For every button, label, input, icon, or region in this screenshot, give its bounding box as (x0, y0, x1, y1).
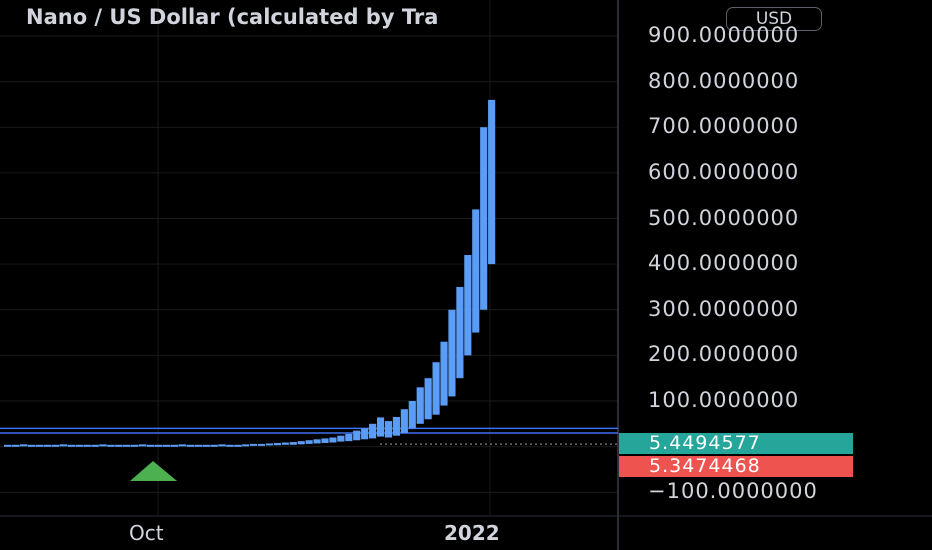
y-tick-label: 200.0000000 (648, 342, 800, 367)
candle-bar (329, 437, 337, 443)
candle-bar (218, 444, 226, 447)
candle-bar (234, 444, 242, 447)
candle-bar (432, 362, 440, 415)
candle-bar (186, 444, 195, 447)
candle-bar (273, 442, 281, 446)
candle-bar (43, 444, 52, 447)
candle-bar (305, 440, 313, 444)
y-tick-label: 300.0000000 (648, 296, 800, 321)
x-tick-label: Oct (129, 521, 164, 545)
chart-title: Nano / US Dollar (calculated by Tra (26, 5, 439, 29)
candle-bar (170, 444, 179, 447)
candle-bar (337, 435, 345, 442)
candle-bar (353, 430, 361, 441)
candle-bar (400, 409, 408, 433)
candle-bar (99, 444, 107, 447)
prev-price-tag: 5.3474468 (619, 456, 853, 478)
x-tick-label: 2022 (444, 521, 500, 545)
candle-bar (178, 444, 187, 447)
candle-bar (59, 444, 68, 447)
candle-bar (123, 444, 131, 447)
candle-bar (480, 127, 488, 310)
candle-bar (35, 444, 44, 447)
candle-bar (67, 444, 76, 447)
candle-bar (424, 378, 432, 420)
candle-bar (448, 309, 456, 397)
candle-bar (408, 401, 416, 429)
candle-bar (75, 444, 83, 447)
candle-bar (226, 444, 234, 447)
candle-bar (321, 438, 329, 443)
candle-bar (138, 444, 147, 447)
candle-bar (345, 433, 353, 442)
candle-bar (107, 444, 115, 447)
candle-bar (265, 443, 274, 446)
candle-bar (376, 417, 385, 437)
y-tick-label: 100.0000000 (648, 388, 800, 412)
candle-bar (11, 444, 20, 447)
candle-bar (369, 423, 377, 439)
candle-bar (83, 444, 91, 447)
candle-bar (257, 443, 266, 446)
candle-bar (242, 444, 250, 447)
y-tick-label: −100.0000000 (648, 479, 818, 504)
candle-bar (464, 255, 472, 356)
candle-bar (91, 444, 99, 447)
candle-bar (456, 286, 464, 379)
candle-bar (4, 444, 12, 447)
candle-bar (115, 444, 123, 447)
y-tick-label: 700.0000000 (648, 114, 800, 139)
candle-bar (440, 341, 448, 406)
candle-bar (210, 444, 218, 447)
candle-bar (51, 444, 60, 447)
candle-bar (289, 442, 297, 445)
y-tick-label: 600.0000000 (648, 159, 800, 184)
candle-bar (384, 421, 393, 438)
signal-marker-icon (130, 461, 177, 481)
currency-button[interactable]: USD (726, 7, 822, 31)
y-tick-label: 400.0000000 (648, 251, 800, 276)
candle-bar (488, 99, 496, 265)
last-price-tag: 5.4494577 (619, 433, 853, 455)
candle-bar (313, 439, 321, 444)
candle-bar (130, 444, 139, 447)
candle-bar (162, 444, 171, 447)
candle-bar (19, 444, 28, 447)
y-tick-label: 800.0000000 (648, 68, 800, 93)
candle-bar (194, 444, 202, 447)
candle-bar (297, 441, 305, 445)
y-tick-label: 900.0000000 (648, 23, 800, 47)
candle-bar (281, 442, 289, 445)
candle-bar (472, 209, 480, 333)
candle-bar (27, 444, 36, 447)
candle-bar (250, 443, 258, 446)
y-tick-label: 500.0000000 (648, 205, 800, 230)
candle-bar (416, 387, 424, 424)
candle-bar (202, 444, 210, 447)
candle-bar (361, 428, 369, 440)
candle-bar (392, 416, 400, 436)
candle-bar (154, 444, 163, 447)
candle-bar (146, 444, 155, 447)
